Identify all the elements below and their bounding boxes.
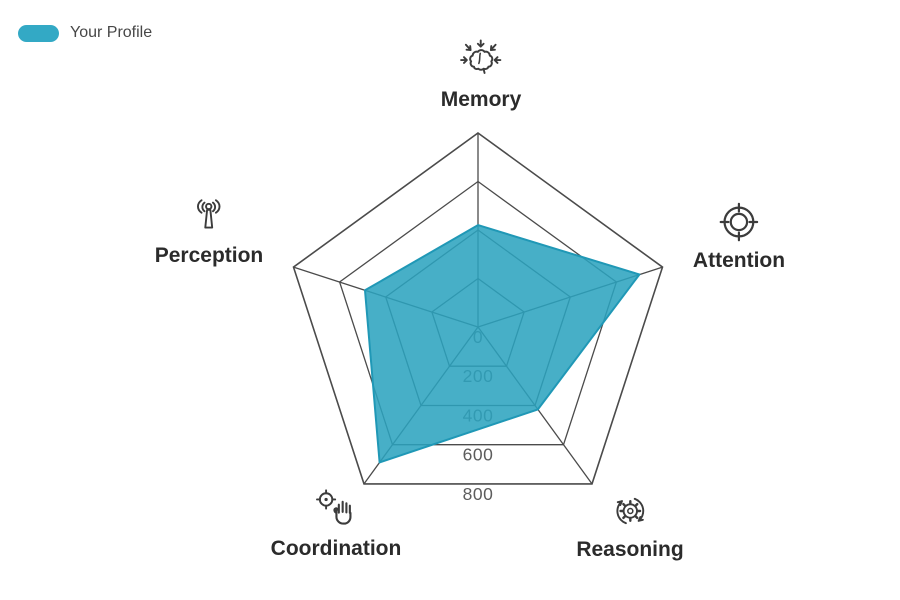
axis-label-coordination: Coordination: [270, 537, 402, 560]
axis-reasoning: Reasoning: [576, 488, 684, 561]
target-reticle-icon: [719, 202, 759, 242]
axis-coordination: Coordination: [270, 487, 402, 560]
axis-label-reasoning: Reasoning: [576, 538, 684, 561]
axis-label-attention: Attention: [692, 249, 786, 272]
brain-arrows-icon: [460, 39, 502, 74]
grid-ring-800: [292, 132, 664, 485]
axis-label-memory: Memory: [440, 88, 522, 111]
antenna-signal-icon: [197, 199, 221, 229]
legend-swatch: [18, 24, 59, 42]
legend-label: Your Profile: [70, 24, 153, 41]
hand-target-icon: [316, 489, 352, 525]
axis-perception: Perception: [154, 194, 264, 267]
axis-attention: Attention: [693, 199, 785, 272]
gear-cycle-icon: [616, 497, 644, 525]
tick-label-600: 600: [463, 445, 494, 465]
axis-memory: Memory: [440, 38, 522, 111]
axis-label-perception: Perception: [154, 244, 264, 267]
series-your-profile: [364, 224, 641, 464]
legend-your-profile[interactable]: Your Profile: [18, 24, 152, 42]
tick-label-800: 800: [463, 484, 494, 504]
